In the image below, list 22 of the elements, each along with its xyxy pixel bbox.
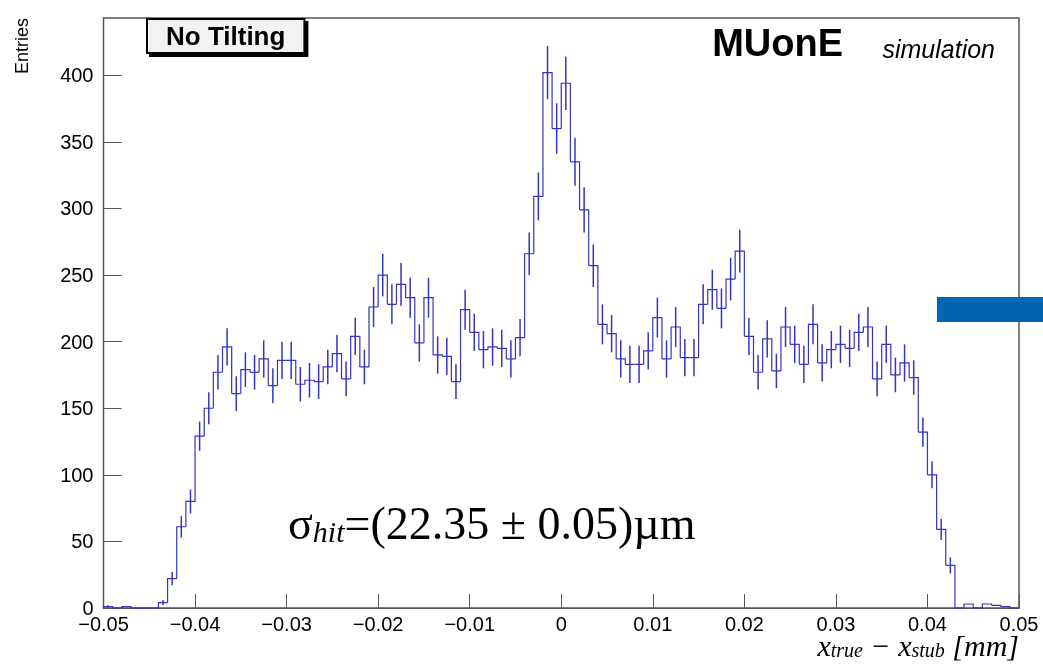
x-tick-label: −0.02 [352, 613, 404, 635]
y-tick-label: 100 [60, 463, 94, 486]
y-tick-label: 400 [60, 64, 94, 87]
y-tick-label: 150 [60, 397, 94, 420]
y-tick-label: 50 [71, 530, 94, 553]
y-tick-label: 300 [60, 197, 94, 220]
annotation: MUonE [712, 22, 844, 64]
x-tick-label: −0.01 [444, 613, 495, 635]
y-tick-label: 200 [60, 330, 94, 353]
x-tick-label: −0.04 [169, 613, 221, 635]
y-tick-label: 350 [60, 130, 94, 153]
annotation: σhit=(22.35 ± 0.05)µm [288, 497, 696, 549]
x-tick-label: 0.05 [999, 613, 1039, 635]
annotation: No Tilting [166, 21, 286, 51]
y-tick-label: 250 [60, 264, 94, 287]
x-tick-label: 0 [555, 613, 567, 635]
x-tick-label: 0.01 [633, 613, 673, 635]
annotation: simulation [882, 34, 996, 63]
x-tick-label: −0.03 [261, 613, 312, 635]
x-tick-label: 0.02 [724, 613, 764, 635]
y-axis-title: Entries [12, 18, 32, 75]
x-tick-label: 0.04 [907, 613, 947, 635]
